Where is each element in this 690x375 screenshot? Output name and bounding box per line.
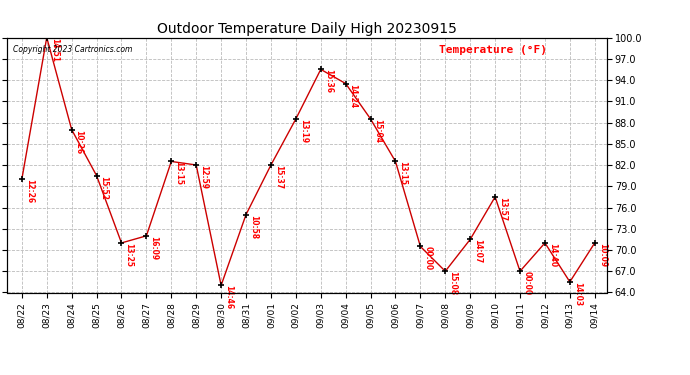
Text: 14:07: 14:07 (473, 239, 482, 264)
Text: 15:52: 15:52 (99, 176, 108, 200)
Text: 13:57: 13:57 (498, 197, 507, 221)
Text: 10:58: 10:58 (249, 214, 258, 239)
Text: 14:46: 14:46 (224, 285, 233, 309)
Text: 13:15: 13:15 (398, 162, 408, 186)
Title: Outdoor Temperature Daily High 20230915: Outdoor Temperature Daily High 20230915 (157, 22, 457, 36)
Text: 15:04: 15:04 (373, 119, 382, 143)
Text: 13:15: 13:15 (175, 162, 184, 186)
Text: 13:25: 13:25 (124, 243, 133, 267)
Text: 14:24: 14:24 (348, 84, 357, 108)
Text: 15:37: 15:37 (274, 165, 283, 189)
Text: 13:19: 13:19 (299, 119, 308, 143)
Text: 10:09: 10:09 (598, 243, 607, 267)
Text: Copyright 2023 Cartronics.com: Copyright 2023 Cartronics.com (13, 45, 132, 54)
Text: 15:08: 15:08 (448, 271, 457, 296)
Text: 10:26: 10:26 (75, 130, 83, 154)
Text: 00:00: 00:00 (523, 271, 532, 296)
Text: 15:36: 15:36 (324, 69, 333, 93)
Text: 00:00: 00:00 (424, 246, 433, 271)
Text: 12:26: 12:26 (25, 179, 34, 203)
Text: Temperature (°F): Temperature (°F) (439, 45, 547, 55)
Text: 14:51: 14:51 (50, 38, 59, 62)
Text: 14:03: 14:03 (573, 282, 582, 306)
Text: 12:59: 12:59 (199, 165, 208, 189)
Text: 14:40: 14:40 (548, 243, 557, 267)
Text: 16:09: 16:09 (149, 236, 159, 260)
